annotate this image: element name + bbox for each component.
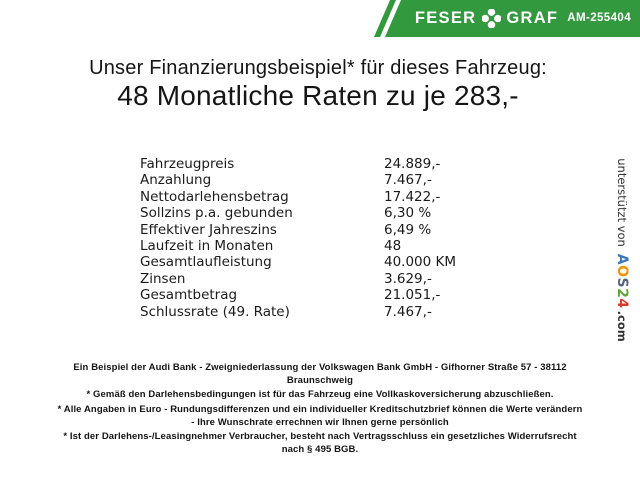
row-label: Laufzeit in Monaten bbox=[140, 238, 274, 255]
table-row: Fahrzeugpreis 24.889,- bbox=[140, 156, 456, 172]
row-label: Anzahlung bbox=[140, 172, 212, 189]
table-row: Gesamtlaufleistung 40.000 KM bbox=[140, 254, 456, 270]
row-value: 3.629,- bbox=[384, 270, 432, 287]
table-row: Effektiver Jahreszins 6,49 % bbox=[140, 222, 456, 238]
table-row: Sollzins p.a. gebunden 6,30 % bbox=[140, 205, 456, 221]
footer-line: nach § 495 BGB. bbox=[281, 443, 359, 455]
footer-line: - Ihre Wunschrate errechnen wir Ihnen ge… bbox=[191, 416, 449, 428]
row-value: 7.467,- bbox=[384, 303, 432, 320]
row-value: 7.467,- bbox=[384, 172, 432, 189]
footer-line: * Alle Angaben in Euro - Rundungsdiffere… bbox=[57, 403, 583, 415]
headline-rate: 48 Monatliche Raten zu je 283,- bbox=[117, 80, 519, 111]
row-label: Schlussrate (49. Rate) bbox=[140, 303, 290, 320]
footer-line: * Gemäß den Darlehensbedingungen ist für… bbox=[86, 389, 554, 401]
row-value: 21.051,- bbox=[384, 287, 441, 304]
brand-graf-label: GRAF bbox=[506, 9, 559, 28]
row-label: Fahrzeugpreis bbox=[140, 156, 235, 172]
clover-icon bbox=[482, 9, 502, 28]
row-value: 6,49 % bbox=[384, 221, 432, 238]
row-label: Nettodarlehensbetrag bbox=[140, 188, 289, 205]
table-row: Nettodarlehensbetrag 17.422,- bbox=[140, 189, 456, 205]
row-value: 24.889,- bbox=[384, 156, 441, 172]
row-value: 17.422,- bbox=[384, 188, 441, 205]
row-label: Zinsen bbox=[140, 270, 186, 287]
legal-footer: Ein Beispiel der Audi Bank - Zweignieder… bbox=[20, 362, 620, 457]
row-value: 40.000 KM bbox=[384, 254, 457, 271]
row-value: 48 bbox=[384, 238, 402, 255]
aos24-domain-suffix: .com bbox=[615, 310, 629, 342]
row-label: Gesamtlaufleistung bbox=[140, 254, 272, 271]
row-label: Gesamtbetrag bbox=[140, 287, 238, 304]
row-label: Sollzins p.a. gebunden bbox=[140, 205, 293, 222]
row-value: 6,30 % bbox=[384, 205, 432, 222]
brand-banner: FESER GRAF AM-255404 bbox=[385, 0, 640, 37]
financing-table: Fahrzeugpreis 24.889,- Anzahlung 7.467,-… bbox=[140, 156, 456, 320]
table-row: Anzahlung 7.467,- bbox=[140, 172, 456, 188]
supported-by-note: unterstützt von AOS24 .com bbox=[613, 145, 631, 355]
aos24-logo: AOS24 bbox=[614, 253, 630, 309]
vehicle-id-badge: AM-255404 bbox=[567, 11, 631, 24]
table-row: Gesamtbetrag 21.051,- bbox=[140, 287, 456, 303]
table-row: Laufzeit in Monaten 48 bbox=[140, 238, 456, 254]
footer-line: * Ist der Darlehens-/Leasingnehmer Verbr… bbox=[63, 431, 577, 443]
headline-subtitle: Unser Finanzierungsbeispiel* für dieses … bbox=[89, 57, 547, 79]
footer-line: Ein Beispiel der Audi Bank - Zweignieder… bbox=[73, 362, 567, 373]
footer-line: Braunschweig bbox=[286, 374, 354, 386]
supported-by-label: unterstützt von bbox=[615, 158, 629, 247]
headline-block: Unser Finanzierungsbeispiel* für dieses … bbox=[0, 56, 636, 111]
brand-feser-label: FESER bbox=[414, 9, 477, 28]
table-row: Zinsen 3.629,- bbox=[140, 271, 456, 287]
table-row: Schlussrate (49. Rate) 7.467,- bbox=[140, 304, 456, 320]
row-label: Effektiver Jahreszins bbox=[140, 221, 277, 238]
